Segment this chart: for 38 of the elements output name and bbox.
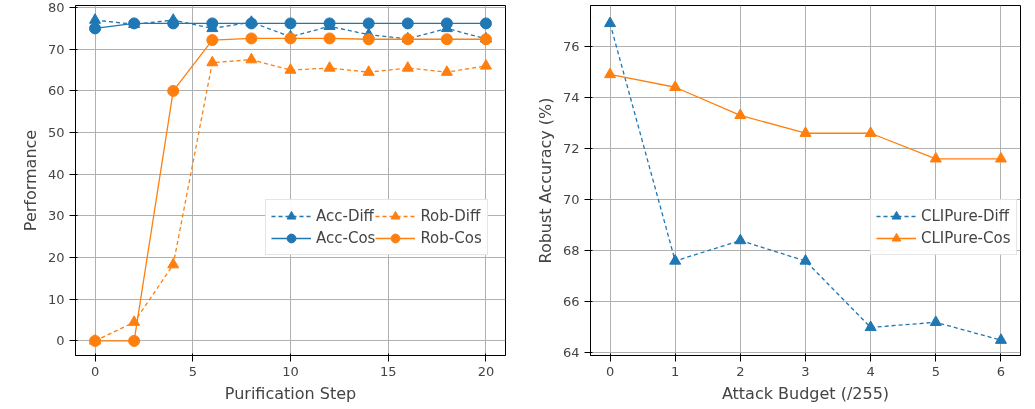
y-tick-label: 76 <box>562 38 580 54</box>
legend-label: CLIPure-Diff <box>921 206 1010 227</box>
x-tick-label: 15 <box>379 363 397 379</box>
legend-label: CLIPure-Cos <box>921 228 1011 249</box>
y-tick-label: 20 <box>47 250 65 266</box>
y-tick-label: 0 <box>56 333 65 349</box>
y-tick-label: 50 <box>47 125 65 141</box>
y-tick-label: 64 <box>562 345 580 361</box>
y-tick-label: 70 <box>562 192 580 208</box>
x-tick-label: 2 <box>736 363 745 379</box>
x-tick-label: 4 <box>866 363 875 379</box>
y-tick-label: 66 <box>562 294 580 310</box>
x-tick-label: 0 <box>605 363 615 379</box>
y-tick-label: 74 <box>562 89 580 105</box>
x-tick-label: 5 <box>931 363 940 379</box>
y-tick-label: 40 <box>47 166 65 182</box>
x-tick-label: 3 <box>801 363 810 379</box>
y-tick-label: 70 <box>47 41 65 57</box>
x-tick-label: 5 <box>188 363 197 379</box>
x-tick-label: 6 <box>996 363 1006 379</box>
x-tick-label: 1 <box>671 363 680 379</box>
y-tick-label: 72 <box>562 141 580 157</box>
x-tick-label: 20 <box>477 363 495 379</box>
x-axis-title: Purification Step <box>224 383 357 403</box>
y-axis-title: Performance <box>20 129 40 232</box>
y-tick-label: 60 <box>47 83 65 99</box>
legend-label: Rob-Cos <box>420 228 482 249</box>
x-axis-title: Attack Budget (/255) <box>721 383 890 403</box>
y-tick-label: 68 <box>562 243 580 259</box>
y-tick-label: 30 <box>47 208 65 224</box>
y-tick-label: 10 <box>47 291 65 307</box>
x-tick-label: 0 <box>90 363 100 379</box>
y-axis-title: Robust Accuracy (%) <box>535 97 555 264</box>
y-tick-label: 80 <box>47 0 65 16</box>
legend-label: Acc-Diff <box>316 206 374 227</box>
x-tick-label: 10 <box>282 363 299 379</box>
legend-label: Rob-Diff <box>420 206 481 227</box>
legend-label: Acc-Cos <box>316 228 376 249</box>
